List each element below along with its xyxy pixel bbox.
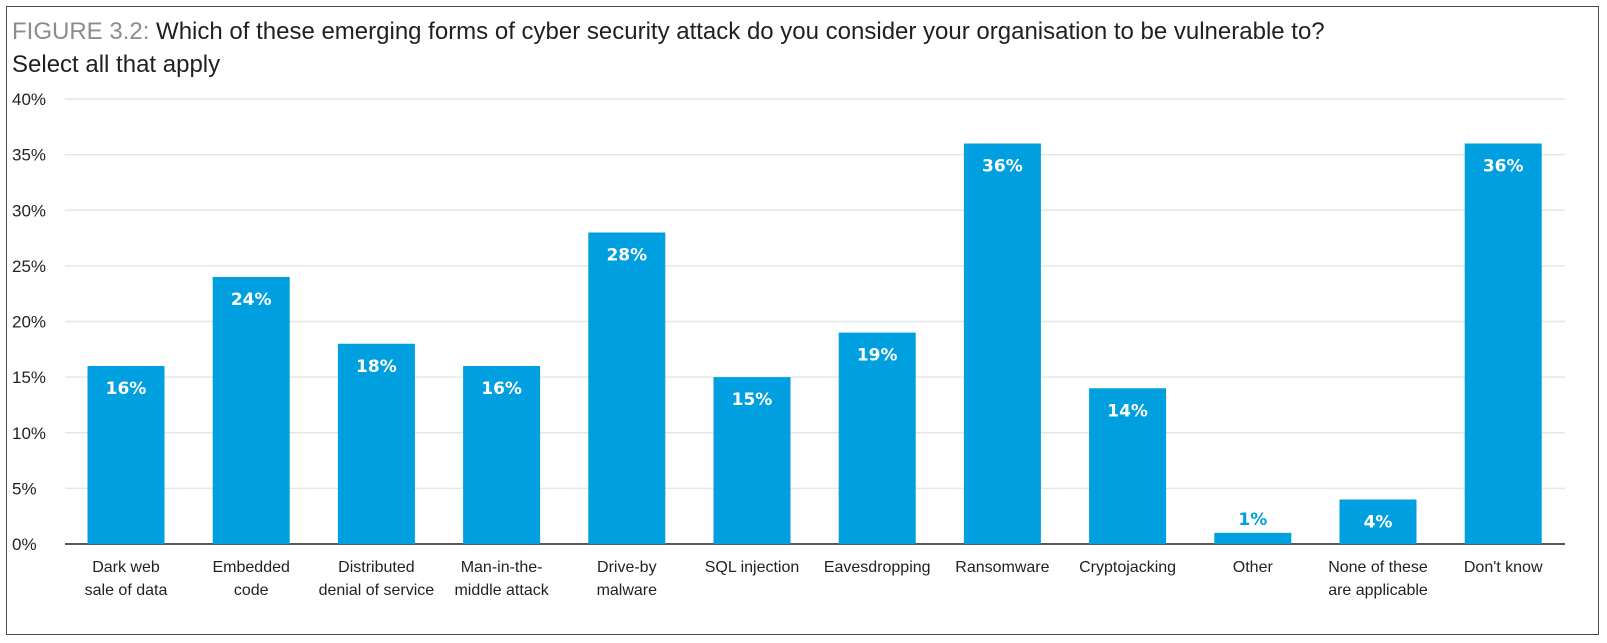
y-tick-label: 20% [12, 313, 46, 332]
data-label: 4% [1364, 513, 1393, 533]
data-label: 28% [606, 246, 647, 266]
data-label: 16% [106, 379, 147, 399]
data-label: 24% [231, 290, 272, 310]
bar [713, 377, 791, 544]
y-tick-label: 0% [12, 535, 37, 554]
y-tick-label: 10% [12, 424, 46, 443]
figure-title: FIGURE 3.2: Which of these emerging form… [12, 18, 1325, 46]
data-label: 18% [356, 357, 397, 377]
bar [1214, 532, 1292, 544]
y-tick-label: 25% [12, 257, 46, 276]
x-tick-label: denial of service [319, 582, 435, 599]
figure-label-colon: : [142, 18, 150, 45]
data-label: 19% [857, 346, 898, 366]
data-label: 36% [1483, 157, 1524, 177]
y-tick-label: 5% [12, 479, 37, 498]
bar [1339, 499, 1417, 544]
figure-question: Which of these emerging forms of cyber s… [149, 18, 1325, 45]
x-tick-label: Embedded [213, 559, 290, 576]
x-tick-label: are applicable [1328, 582, 1428, 599]
bar [1464, 143, 1542, 544]
data-label: 1% [1238, 510, 1267, 530]
bar [1089, 388, 1167, 544]
data-label: 16% [481, 379, 522, 399]
x-tick-label: SQL injection [705, 559, 800, 576]
data-label: 15% [732, 390, 773, 410]
figure-label: FIGURE 3.2 [12, 18, 143, 45]
bar [588, 232, 666, 544]
bar [963, 143, 1041, 544]
y-tick-label: 30% [12, 201, 46, 220]
bar [463, 366, 541, 544]
figure-instruction: Select all that apply [12, 51, 221, 78]
x-tick-label: Dark web [92, 559, 160, 576]
bar [212, 277, 290, 544]
x-tick-label: Don't know [1464, 559, 1543, 576]
y-tick-label: 35% [12, 146, 46, 165]
x-tick-label: malware [597, 582, 658, 599]
x-tick-label: middle attack [454, 582, 549, 599]
bar [87, 366, 165, 544]
data-label: 36% [982, 157, 1023, 177]
y-tick-label: 15% [12, 368, 46, 387]
bar [337, 343, 415, 544]
bar [838, 332, 916, 544]
x-tick-label: Ransomware [955, 559, 1049, 576]
x-tick-label: Drive-by [597, 559, 657, 576]
x-tick-label: Distributed [338, 559, 414, 576]
x-tick-label: Other [1233, 559, 1274, 576]
x-tick-label: Man-in-the- [461, 559, 543, 576]
x-tick-label: code [234, 582, 269, 599]
x-tick-label: Eavesdropping [824, 559, 931, 576]
x-tick-label: Cryptojacking [1079, 559, 1176, 576]
x-tick-label: sale of data [85, 582, 168, 599]
y-tick-label: 40% [12, 90, 46, 109]
x-tick-label: None of these [1328, 559, 1428, 576]
data-label: 14% [1107, 401, 1148, 421]
